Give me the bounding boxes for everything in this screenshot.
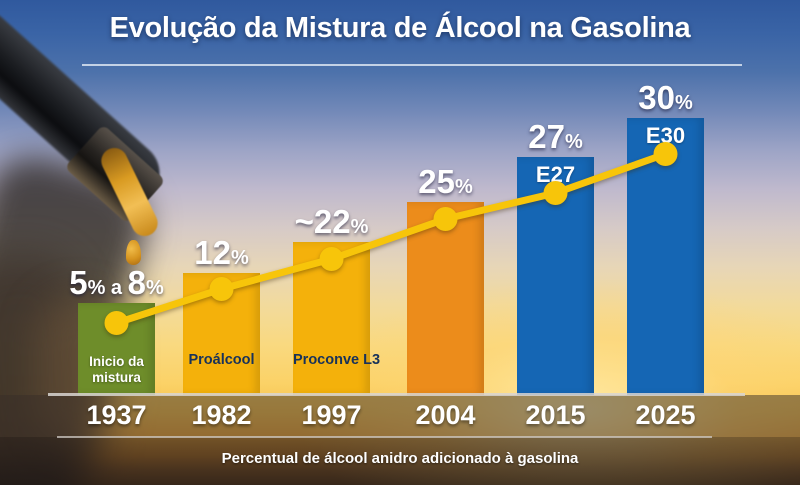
title-divider xyxy=(82,64,742,66)
bar-2025 xyxy=(627,118,704,395)
bar-label-2015: E27 xyxy=(535,161,576,187)
bar-label-1997: Proconve L3 xyxy=(293,351,381,368)
footer-strip: Percentual de álcool anidro adicionado à… xyxy=(0,436,800,485)
chart-caption: Percentual de álcool anidro adicionado à… xyxy=(221,450,579,467)
bar-1997 xyxy=(293,242,370,395)
year-label-1982: 1982 xyxy=(191,400,252,430)
bar-label-1982: Proálcool xyxy=(188,351,255,368)
value-label-2004: 25% xyxy=(418,163,473,200)
value-label-1982: 12% xyxy=(194,234,249,271)
footer-divider xyxy=(57,436,712,438)
bar-label-1937: Inicio da mistura xyxy=(89,353,144,385)
value-label-2025: 30% xyxy=(638,79,693,116)
bar-label-2025: E30 xyxy=(645,122,686,148)
year-label-1937: 1937 xyxy=(86,400,147,430)
year-label-1997: 1997 xyxy=(301,400,362,430)
value-label-1937: 5% a 8% xyxy=(69,264,164,301)
value-label-2015: 27% xyxy=(528,118,583,155)
x-axis-rule xyxy=(48,393,745,396)
year-label-2004: 2004 xyxy=(415,400,476,430)
bar-2004 xyxy=(407,202,484,395)
x-axis: 1937 1982 1997 2004 2015 2025 xyxy=(0,395,800,437)
year-label-2025: 2025 xyxy=(635,400,696,430)
page-title: Evolução da Mistura de Álcool na Gasolin… xyxy=(109,12,691,44)
bar-2015 xyxy=(517,157,594,395)
bar-1982 xyxy=(183,273,260,395)
year-label-2015: 2015 xyxy=(525,400,586,430)
value-label-1997: ~22% xyxy=(294,203,369,240)
